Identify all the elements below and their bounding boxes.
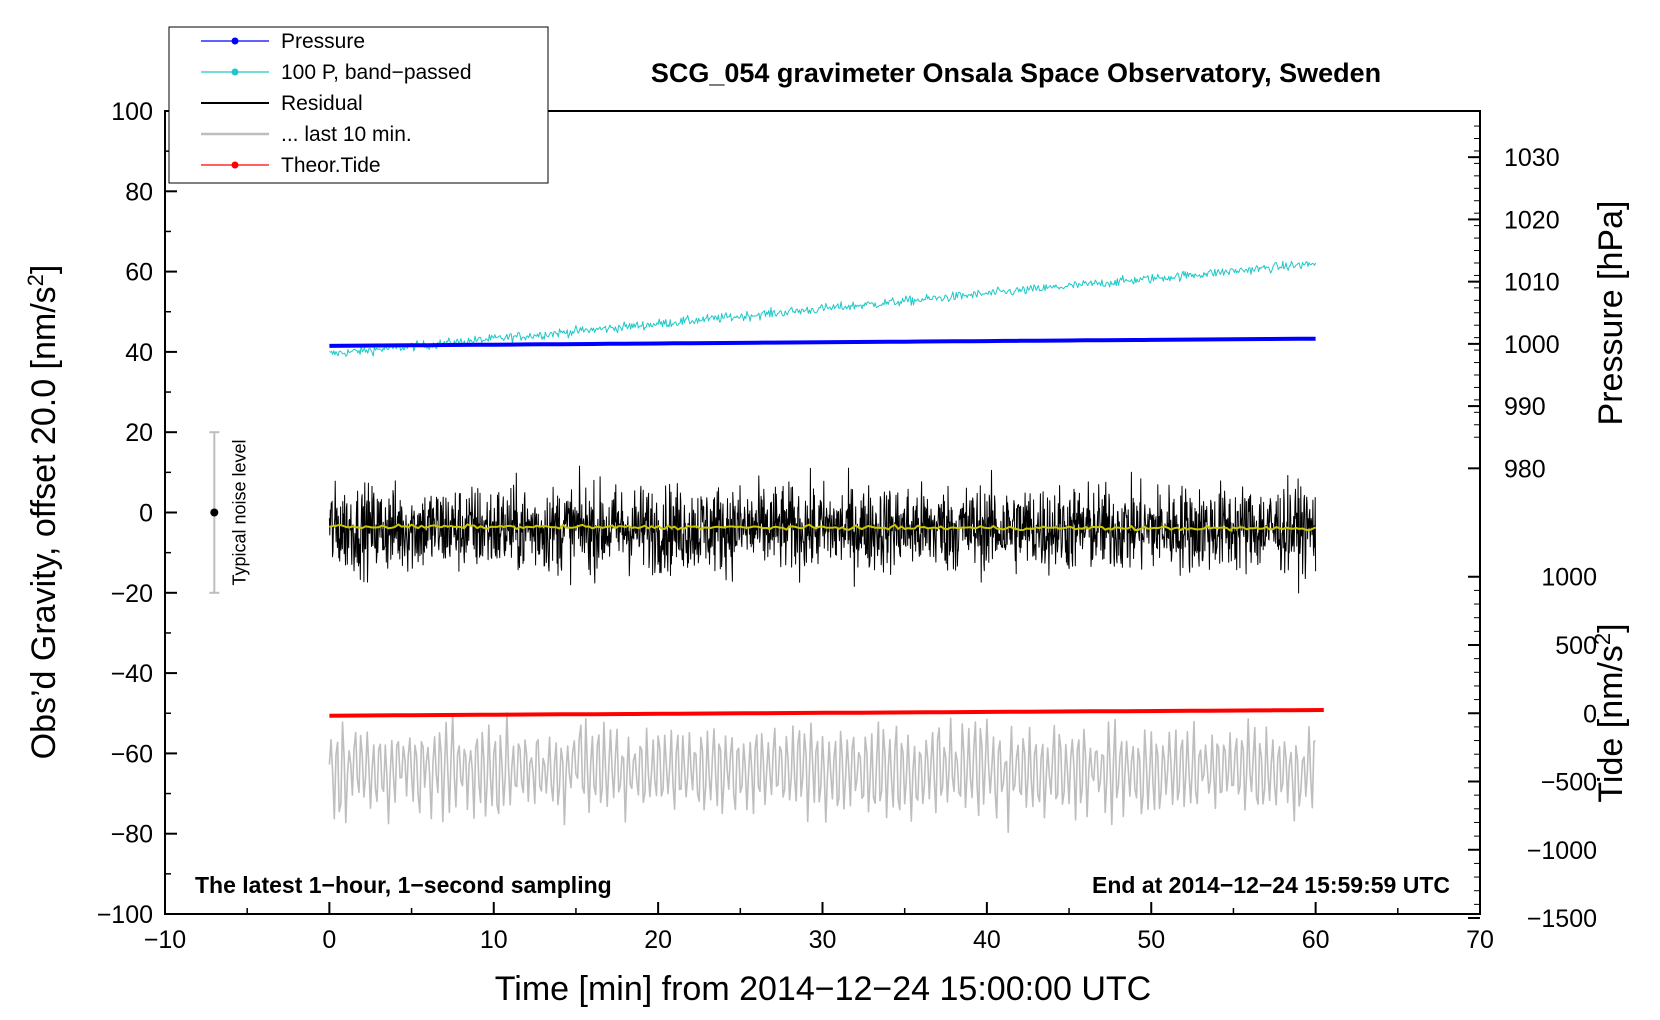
series-pressure — [329, 336, 1316, 348]
legend-swatch-marker — [231, 37, 239, 45]
legend-label: Theor.Tide — [281, 154, 381, 177]
y-tick-label: 100 — [111, 98, 153, 126]
note-end-time: End at 2014−12−24 15:59:59 UTC — [1092, 872, 1450, 898]
x-tick-label: 50 — [1137, 926, 1165, 954]
y-tick-label: −100 — [97, 901, 153, 929]
noise-label: Typical noise level — [229, 439, 249, 585]
tide-tick-label: −1500 — [1527, 905, 1597, 933]
noise-bar-center-dot — [210, 508, 219, 517]
y-axis-title-left-superscript: 2 — [23, 274, 48, 286]
series-theoretical-tide — [329, 708, 1324, 718]
pressure-tick-label: 990 — [1504, 393, 1546, 421]
pressure-tick-label: 1000 — [1504, 331, 1560, 359]
tide-tick-label: −1000 — [1527, 837, 1597, 865]
x-tick-label: −10 — [144, 926, 186, 954]
pressure-tick-label: 1030 — [1504, 144, 1560, 172]
x-tick-label: 20 — [644, 926, 672, 954]
y-tick-label: 40 — [125, 339, 153, 367]
axis-ticks: −10 0 10 20 30 40 50 60 70100806040200−20−40−60−… — [97, 98, 1597, 954]
legend-swatch-marker — [231, 161, 239, 169]
series-layer — [328, 260, 1324, 834]
series-residual — [328, 465, 1317, 594]
tide-tick-label: −500 — [1541, 769, 1597, 797]
legend-label: Residual — [281, 92, 363, 115]
noise-indicator: Typical noise level — [209, 431, 249, 594]
legend-swatch-marker — [231, 68, 239, 76]
y-axis-title-tide-superscript: 2 — [1590, 633, 1615, 645]
tide-tick-label: 0 — [1583, 700, 1597, 728]
legend: Pressure 100 P, band−passed Residual ... la… — [168, 26, 549, 184]
y-tick-label: −80 — [111, 821, 153, 849]
pressure-tick-label: 980 — [1504, 455, 1546, 483]
y-axis-title-tide: Tide [nm/s2] — [1590, 623, 1630, 802]
legend-box — [168, 26, 549, 184]
tide-tick-label: 500 — [1555, 632, 1597, 660]
legend-label: 100 P, band−passed — [281, 61, 472, 84]
chart-title: SCG_054 gravimeter Onsala Space Observat… — [651, 58, 1381, 88]
x-tick-label: 70 — [1466, 926, 1494, 954]
pressure-tick-label: 1010 — [1504, 269, 1560, 297]
tide-tick-label: 1000 — [1541, 564, 1597, 592]
legend-label: ... last 10 min. — [281, 123, 412, 146]
x-tick-label: 40 — [973, 926, 1001, 954]
series-residual-smoothed — [329, 523, 1317, 532]
y-tick-label: 60 — [125, 259, 153, 287]
x-tick-label: 10 — [480, 926, 508, 954]
x-axis-title: Time [min] from 2014−12−24 15:00:00 UTC — [495, 970, 1151, 1008]
legend-label: Pressure — [281, 30, 365, 53]
y-tick-label: 80 — [125, 178, 153, 206]
y-axis-title-left: Obs’d Gravity, offset 20.0 [nm/s2] — [23, 265, 63, 760]
y-tick-label: 0 — [139, 500, 153, 528]
series-last-10-min — [328, 712, 1316, 834]
x-tick-label: 0 — [322, 926, 336, 954]
series-bandpassed-pressure — [329, 260, 1317, 357]
x-tick-label: 60 — [1302, 926, 1330, 954]
y-tick-label: 20 — [125, 419, 153, 447]
y-tick-label: −40 — [111, 660, 153, 688]
y-tick-label: −60 — [111, 740, 153, 768]
pressure-tick-label: 1020 — [1504, 206, 1560, 234]
y-tick-label: −20 — [111, 580, 153, 608]
y-axis-title-pressure: Pressure [hPa] — [1592, 201, 1630, 426]
x-tick-label: 30 — [809, 926, 837, 954]
note-sampling: The latest 1−hour, 1−second sampling — [195, 872, 612, 898]
